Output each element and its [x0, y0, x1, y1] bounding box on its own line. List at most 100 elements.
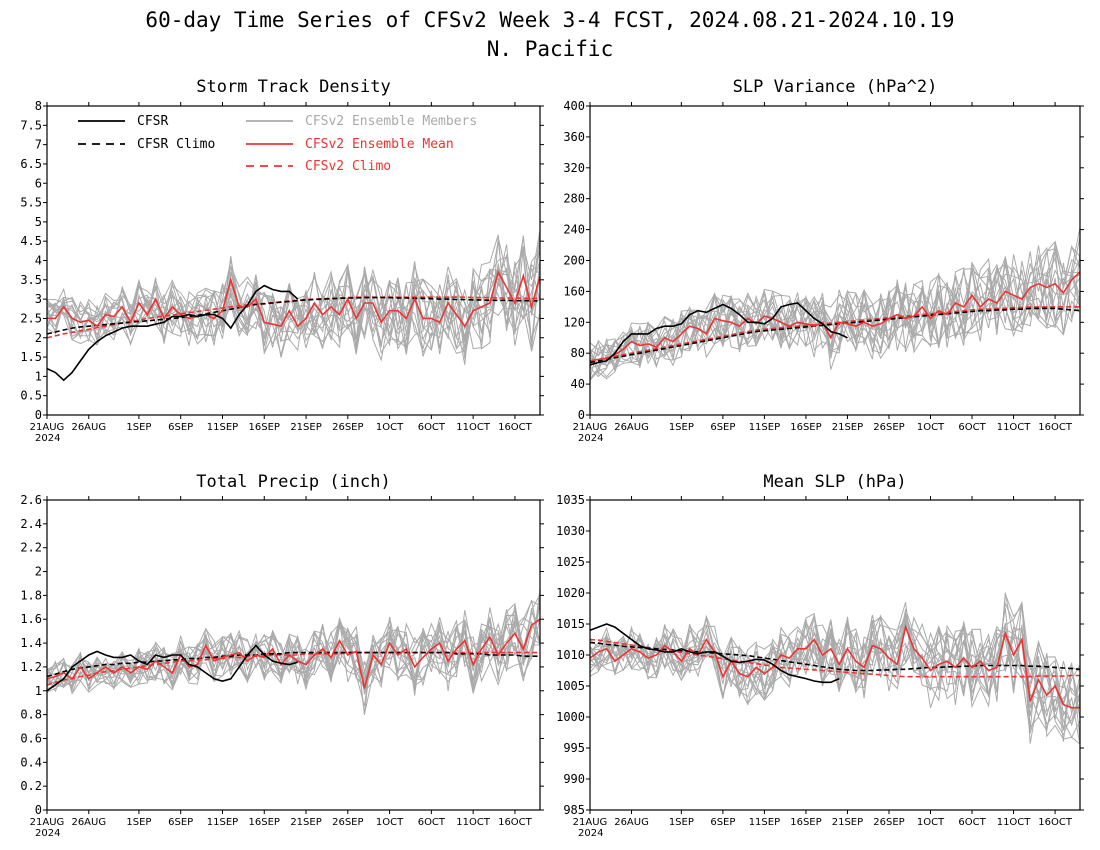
x-tick-label: 6SEP: [168, 817, 193, 828]
x-tick-label: 21AUG: [573, 817, 608, 828]
chart-panel: SLP Variance (hPa^2) 0 40 80 120 160 200 240 280…: [563, 77, 1084, 444]
plot-area: [590, 592, 1080, 745]
x-tick-label: 26SEP: [332, 422, 363, 433]
ensemble-member-line: [590, 227, 1080, 378]
x-tick-label: 16OCT: [1038, 817, 1073, 828]
plot-frame: [46, 105, 541, 416]
y-tick-label: 240: [563, 223, 585, 237]
y-tick-label: 2: [35, 331, 42, 345]
y-tick-label: 1.6: [20, 612, 42, 626]
x-tick-label: 26SEP: [873, 422, 904, 433]
y-tick-label: 1.5: [20, 350, 42, 364]
y-tick-label: 0.4: [20, 755, 42, 769]
y-tick-label: 3.5: [20, 273, 42, 287]
x-tick-label: 1OCT: [376, 817, 404, 828]
y-tick-label: 160: [563, 284, 585, 298]
y-tick-label: 2.5: [20, 311, 42, 325]
ensemble-member-line: [590, 616, 1080, 740]
y-tick-label: 1035: [556, 493, 585, 507]
chart-panel: Total Precip (inch) 0 0.2 0.4 0.6 0.8 1 1.2 1.4 1…: [20, 472, 544, 839]
cfsr-line: [590, 302, 848, 366]
y-tick-label: 1015: [556, 617, 585, 631]
x-tick-label: 16SEP: [790, 817, 821, 828]
cfsr-climo-line: [47, 296, 540, 335]
x-tick-label: 1OCT: [917, 817, 945, 828]
y-tick-label: 1025: [556, 555, 585, 569]
x-tick-label: 21AUG: [30, 817, 65, 828]
y-tick-label: 1: [35, 684, 42, 698]
x-tick-label: 1OCT: [376, 422, 404, 433]
y-tick-label: 0: [35, 408, 42, 422]
legend-label: CFSR: [137, 114, 168, 129]
x-tick-label: 21AUG: [573, 422, 608, 433]
ensemble-member-line: [590, 592, 1080, 745]
figure-subtitle: N. Pacific: [487, 37, 613, 61]
cfsv2-climo-line: [47, 651, 540, 686]
ensemble-mean-line: [590, 624, 1080, 709]
x-tick-label: 6OCT: [958, 422, 986, 433]
plot-frame: [589, 105, 1081, 416]
x-tick-label: 26AUG: [614, 817, 649, 828]
ensemble-member-line: [47, 263, 540, 352]
x-tick-label: 1SEP: [669, 817, 694, 828]
x-tick-label: 26AUG: [71, 422, 106, 433]
x-tick-label: 1OCT: [917, 422, 945, 433]
y-tick-label: 0: [35, 803, 42, 817]
cfsr-line: [47, 644, 298, 692]
y-tick-label: 985: [563, 803, 585, 817]
y-tick-label: 1: [35, 369, 42, 383]
figure-title: 60-day Time Series of CFSv2 Week 3-4 FCS…: [145, 8, 954, 32]
ensemble-member-line: [590, 245, 1080, 378]
panel-title: Mean SLP (hPa): [763, 472, 906, 492]
y-tick-label: 8: [35, 99, 42, 113]
y-tick-label: 0.6: [20, 731, 42, 745]
y-tick-label: 2.2: [20, 541, 42, 555]
x-tick-label: 26AUG: [614, 422, 649, 433]
x-tick-label: 21SEP: [832, 422, 863, 433]
cfsr-climo-line: [47, 651, 540, 678]
y-tick-label: 7: [35, 138, 42, 152]
y-tick-label: 0.8: [20, 708, 42, 722]
x-tick-label: 11SEP: [207, 817, 238, 828]
legend: CFSR CFSR Climo CFSv2 Ensemble Members CFSv…: [78, 114, 477, 174]
ensemble-mean-line: [590, 271, 1080, 362]
y-tick-label: 400: [563, 99, 585, 113]
panels: Storm Track Density 0 0.5 1 1.5 2 2.5 3 3.5 4 4.5 5…: [20, 77, 1084, 839]
cfsv2-climo-line: [590, 306, 1080, 362]
plot-area: [47, 229, 540, 382]
x-tick-label: 16SEP: [249, 817, 280, 828]
y-tick-label: 1030: [556, 524, 585, 538]
x-tick-label: 21AUG: [30, 422, 65, 433]
x-tick-label: 26AUG: [71, 817, 106, 828]
ensemble-mean-line: [47, 618, 540, 689]
x-tick-label: 1SEP: [126, 422, 151, 433]
chart-panel: Mean SLP (hPa) 985 990 995 1000 1005 1010 1015 1…: [556, 472, 1084, 839]
chart-panel: Storm Track Density 0 0.5 1 1.5 2 2.5 3 3.5 4 4.5 5…: [20, 77, 544, 444]
y-tick-label: 0.2: [20, 779, 42, 793]
x-tick-label: 11OCT: [456, 817, 491, 828]
y-tick-label: 995: [563, 741, 585, 755]
y-tick-label: 0: [578, 408, 585, 422]
y-tick-label: 80: [571, 346, 585, 360]
ensemble-member-line: [47, 609, 540, 694]
x-tick-label: 21SEP: [290, 422, 321, 433]
y-tick-label: 0.5: [20, 389, 42, 403]
x-tick-label: 16OCT: [498, 817, 533, 828]
legend-label: CFSR Climo: [137, 137, 215, 152]
x-tick-label: 26SEP: [332, 817, 363, 828]
legend-label: CFSv2 Ensemble Mean: [305, 137, 454, 152]
x-year-label: 2024: [578, 433, 603, 444]
panel-title: Total Precip (inch): [196, 472, 390, 492]
x-tick-label: 16SEP: [790, 422, 821, 433]
ensemble-member-line: [590, 251, 1080, 381]
plot-frame: [589, 499, 1081, 811]
x-tick-label: 1SEP: [126, 817, 151, 828]
x-tick-label: 11OCT: [997, 422, 1032, 433]
legend-label: CFSv2 Ensemble Members: [305, 114, 477, 129]
ensemble-member-line: [590, 612, 1080, 713]
x-tick-label: 6SEP: [168, 422, 193, 433]
x-year-label: 2024: [35, 433, 60, 444]
y-tick-label: 1010: [556, 648, 585, 662]
plot-frame: [46, 499, 541, 811]
